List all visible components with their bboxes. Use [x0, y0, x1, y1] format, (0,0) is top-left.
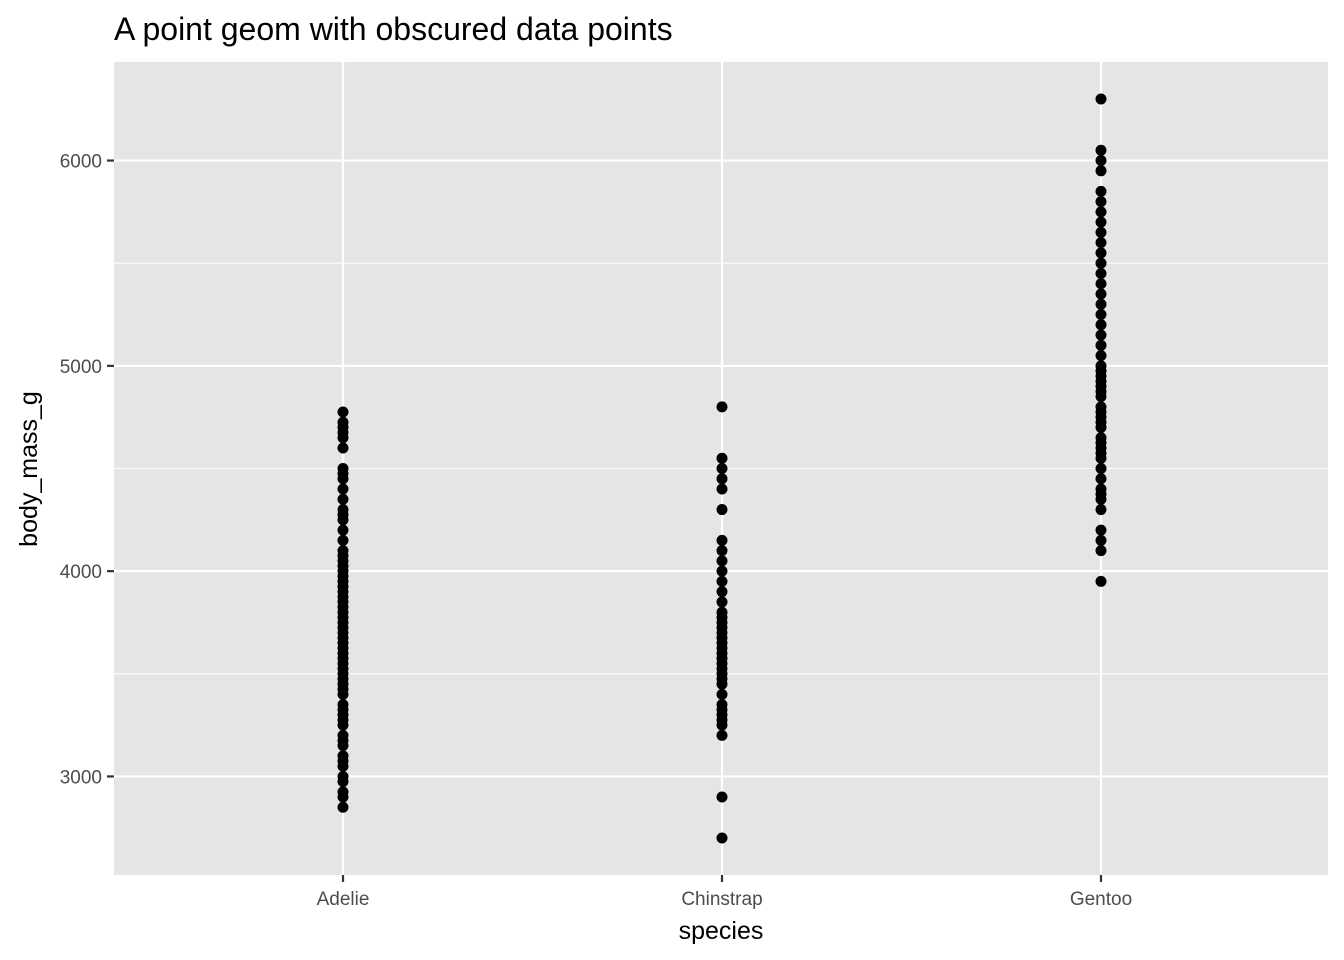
data-point [716, 534, 728, 546]
data-point [1095, 288, 1107, 300]
data-point [716, 699, 728, 711]
data-point [1095, 247, 1107, 259]
data-point [716, 452, 728, 464]
data-point [1095, 575, 1107, 587]
data-point [716, 473, 728, 485]
data-point [337, 545, 349, 557]
data-point [1095, 473, 1107, 485]
data-point [1095, 350, 1107, 362]
y-tick-label: 6000 [60, 152, 102, 173]
data-point [1095, 206, 1107, 218]
data-point [1095, 237, 1107, 249]
data-point [1095, 267, 1107, 279]
data-point [716, 832, 728, 844]
data-point [337, 504, 349, 516]
data-point [1095, 93, 1107, 105]
data-point [1095, 339, 1107, 351]
data-point [716, 688, 728, 700]
data-point [716, 596, 728, 608]
data-point [1095, 534, 1107, 546]
data-point [337, 750, 349, 762]
x-tick-label: Gentoo [1070, 889, 1132, 910]
data-point [716, 401, 728, 413]
data-point [1095, 144, 1107, 156]
data-point [716, 565, 728, 577]
x-tick-label: Adelie [317, 889, 370, 910]
data-point [716, 463, 728, 474]
data-point [337, 699, 349, 711]
data-point [1095, 432, 1107, 444]
chart-title: A point geom with obscured data points [114, 11, 673, 47]
data-point [337, 534, 349, 546]
y-tick-label: 3000 [60, 767, 102, 788]
data-point [337, 786, 349, 798]
data-point [716, 555, 728, 567]
x-tick-label: Chinstrap [681, 889, 762, 910]
data-point [337, 524, 349, 536]
y-tick-label: 4000 [60, 562, 102, 583]
data-point [716, 606, 728, 618]
data-point [337, 770, 349, 782]
data-point [1095, 524, 1107, 536]
data-points [337, 93, 1107, 844]
y-axis: 3000 4000 5000 6000 [60, 152, 114, 788]
data-point [1095, 278, 1107, 290]
data-point [716, 575, 728, 587]
data-point [716, 586, 728, 598]
data-point [716, 729, 728, 741]
data-point [337, 483, 349, 495]
data-point [716, 504, 728, 516]
data-point [337, 442, 349, 454]
data-point [1095, 257, 1107, 269]
data-point [337, 493, 349, 505]
y-tick-label: 5000 [60, 357, 102, 378]
data-point [1095, 165, 1107, 177]
data-point [1095, 196, 1107, 208]
x-axis-title: species [679, 917, 764, 945]
x-axis: Adelie Chinstrap Gentoo [317, 875, 1132, 910]
data-point [1095, 483, 1107, 495]
data-point [1095, 185, 1107, 197]
data-point [337, 416, 349, 428]
data-point [1095, 309, 1107, 321]
data-point [1095, 504, 1107, 516]
y-axis-title: body_mass_g [15, 391, 43, 547]
data-point [1095, 226, 1107, 238]
data-point [337, 801, 349, 813]
data-point [1095, 298, 1107, 310]
data-point [1095, 360, 1107, 372]
data-point [1095, 319, 1107, 331]
data-point [1095, 401, 1107, 413]
data-point [1095, 329, 1107, 341]
data-point [337, 463, 349, 474]
data-point [337, 406, 349, 418]
data-point [716, 483, 728, 495]
data-point [1095, 463, 1107, 474]
data-point [716, 791, 728, 803]
data-point [1095, 216, 1107, 228]
data-point [1095, 155, 1107, 167]
data-point [1095, 545, 1107, 557]
data-point [337, 729, 349, 741]
data-point [716, 545, 728, 557]
